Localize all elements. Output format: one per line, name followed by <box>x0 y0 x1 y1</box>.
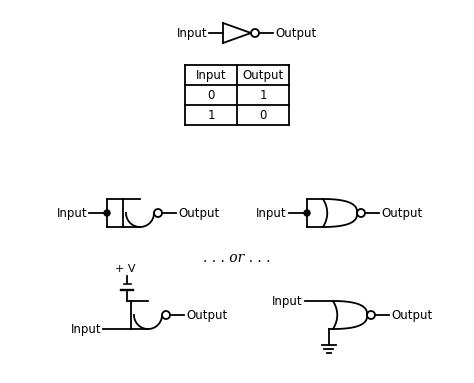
Text: + V: + V <box>115 264 135 274</box>
Circle shape <box>104 210 110 216</box>
Text: Input: Input <box>70 322 101 336</box>
Text: Input: Input <box>196 69 226 82</box>
Text: 0: 0 <box>259 108 267 121</box>
Text: Input: Input <box>273 295 303 308</box>
Text: Input: Input <box>56 206 87 219</box>
Circle shape <box>304 210 310 216</box>
Text: 0: 0 <box>207 88 215 101</box>
Text: Output: Output <box>186 308 227 321</box>
Text: Output: Output <box>381 206 422 219</box>
Text: Input: Input <box>256 206 287 219</box>
Text: Output: Output <box>391 308 432 321</box>
Text: . . . or . . .: . . . or . . . <box>203 251 271 265</box>
Text: Output: Output <box>178 206 219 219</box>
Text: Output: Output <box>275 26 316 39</box>
Text: Output: Output <box>242 69 283 82</box>
Text: Input: Input <box>176 26 207 39</box>
Text: 1: 1 <box>207 108 215 121</box>
Text: 1: 1 <box>259 88 267 101</box>
